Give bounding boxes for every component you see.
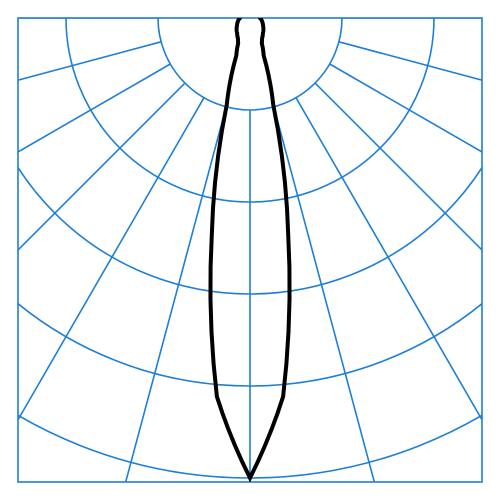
grid-ray (339, 42, 500, 277)
grid-ray (0, 98, 204, 500)
grid-ray (296, 98, 500, 500)
grid-ray (274, 107, 500, 500)
grid-ray (0, 107, 226, 500)
polar-grid (0, 0, 500, 500)
photometric-polar-chart (0, 0, 500, 500)
grid-circle (158, 0, 342, 110)
grid-ray (330, 64, 500, 500)
grid-ray (0, 42, 161, 277)
grid-ray (0, 64, 170, 500)
